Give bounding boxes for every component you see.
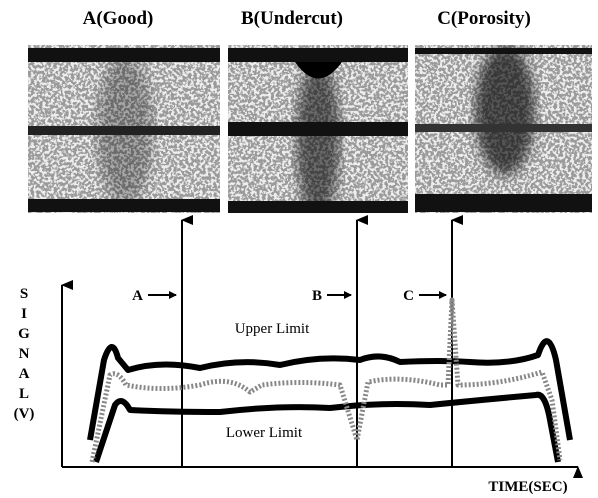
marker-label: A: [132, 288, 143, 304]
panel-title: A(Good): [83, 8, 154, 29]
weld-image: [415, 45, 592, 213]
y-axis-label-line: (V): [14, 406, 35, 422]
x-axis-label: TIME(SEC): [488, 479, 567, 495]
limit-label: Lower Limit: [226, 425, 303, 441]
weld-image: [28, 45, 220, 213]
y-axis-label-line: N: [19, 346, 30, 362]
y-axis-label-line: L: [19, 386, 29, 402]
marker: A: [132, 288, 177, 304]
marker: B: [312, 288, 352, 304]
y-axis-label-line: A: [19, 366, 30, 382]
weld-image: [228, 45, 408, 213]
lower-limit-curve: [93, 391, 561, 463]
marker: C: [403, 288, 447, 304]
signal-curve: [89, 297, 563, 463]
panel-title: B(Undercut): [241, 8, 343, 29]
limit-label: Upper Limit: [235, 321, 310, 337]
y-axis-label-line: G: [18, 326, 30, 342]
marker-label: C: [403, 288, 414, 304]
upper-limit-curve: [87, 338, 573, 441]
panel-title: C(Porosity): [437, 8, 531, 29]
y-axis-label-line: I: [21, 306, 27, 322]
marker-label: B: [312, 288, 322, 304]
y-axis-label-line: S: [20, 286, 28, 302]
axes: [61, 215, 583, 478]
